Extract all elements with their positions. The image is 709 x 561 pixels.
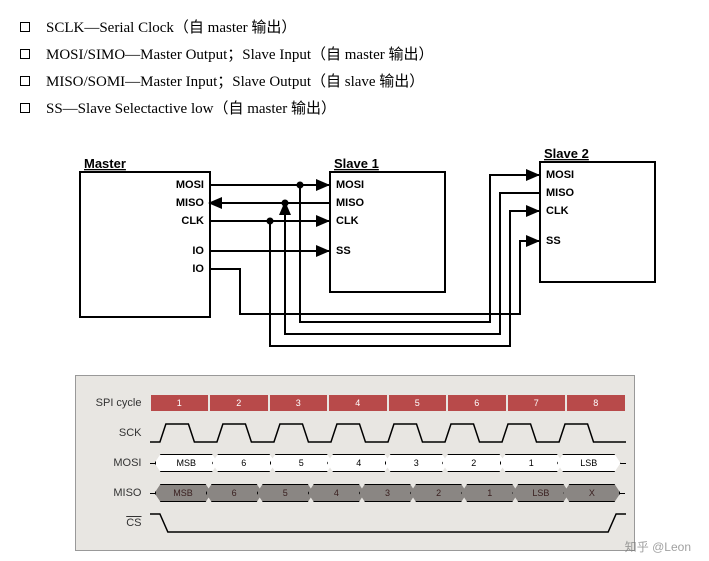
data-cell: 2	[410, 484, 467, 502]
data-cell: 1	[500, 454, 564, 472]
data-cell: 3	[385, 454, 449, 472]
cycle-cell: 5	[389, 395, 447, 411]
bullet-text: MISO/SOMI—Master Input；Slave Output（自 sl…	[46, 70, 424, 91]
timing-row-miso: MISO MSB654321LSBX	[84, 480, 626, 506]
cycle-cell: 3	[270, 395, 328, 411]
svg-text:CLK: CLK	[546, 205, 569, 217]
svg-text:Master: Master	[84, 156, 126, 171]
watermark: 知乎 @Leon	[625, 538, 691, 555]
cycle-cell: 4	[329, 395, 387, 411]
data-cell: 4	[327, 454, 391, 472]
cycle-cell: 2	[210, 395, 268, 411]
cycle-cell: 7	[508, 395, 566, 411]
cycle-cell: 6	[448, 395, 506, 411]
svg-text:MOSI: MOSI	[176, 179, 204, 191]
spi-block-diagram: Master MOSI MISO CLK IO IO Slave 1 MOSI MISO CLK S…	[20, 138, 689, 363]
list-item: SCLK—Serial Clock（自 master 输出）	[20, 16, 689, 37]
block-diagram-svg: Master MOSI MISO CLK IO IO Slave 1 MOSI MISO CLK S…	[20, 138, 680, 358]
timing-row-cs: CS	[84, 510, 626, 536]
sck-lane	[150, 420, 626, 446]
data-cell: LSB	[557, 454, 621, 472]
data-cell: MSB	[155, 454, 219, 472]
spi-timing-diagram: SPI cycle 12345678 SCK MOSI MSB654321LSB…	[75, 375, 635, 551]
bullet-marker-icon	[20, 103, 30, 113]
timing-row-mosi: MOSI MSB654321LSB	[84, 450, 626, 476]
list-item: MOSI/SIMO—Master Output；Slave Input（自 ma…	[20, 43, 689, 64]
bullet-marker-icon	[20, 49, 30, 59]
svg-text:MISO: MISO	[336, 197, 365, 209]
row-label: MISO	[84, 487, 150, 499]
svg-text:CLK: CLK	[336, 215, 359, 227]
row-label: SCK	[84, 427, 150, 439]
svg-text:MISO: MISO	[546, 187, 575, 199]
data-cell: 5	[257, 484, 314, 502]
cycle-cell: 1	[151, 395, 209, 411]
cycle-lane: 12345678	[150, 390, 626, 416]
svg-text:IO: IO	[192, 263, 204, 275]
data-cell: MSB	[155, 484, 212, 502]
data-cell: 2	[442, 454, 506, 472]
data-cell: 6	[212, 454, 276, 472]
bullet-text: SS—Slave Selectactive low（自 master 输出）	[46, 97, 336, 118]
svg-text:MOSI: MOSI	[336, 179, 364, 191]
cs-lane	[150, 510, 626, 536]
svg-text:MISO: MISO	[176, 197, 205, 209]
timing-row-cycle: SPI cycle 12345678	[84, 390, 626, 416]
svg-text:Slave 1: Slave 1	[334, 156, 379, 171]
bullet-marker-icon	[20, 22, 30, 32]
data-cell: LSB	[512, 484, 569, 502]
row-label: MOSI	[84, 457, 150, 469]
data-cell: X	[563, 484, 620, 502]
cycle-cell: 8	[567, 395, 625, 411]
data-cell: 6	[206, 484, 263, 502]
data-cell: 3	[359, 484, 416, 502]
svg-text:SS: SS	[546, 235, 561, 247]
svg-text:SS: SS	[336, 245, 351, 257]
svg-text:Slave 2: Slave 2	[544, 146, 589, 161]
svg-text:CLK: CLK	[181, 215, 204, 227]
list-item: SS—Slave Selectactive low（自 master 输出）	[20, 97, 689, 118]
data-cell: 5	[270, 454, 334, 472]
row-label: SPI cycle	[84, 397, 150, 409]
bullet-text: MOSI/SIMO—Master Output；Slave Input（自 ma…	[46, 43, 433, 64]
cs-waveform	[150, 510, 626, 536]
miso-lane: MSB654321LSBX	[150, 480, 626, 506]
mosi-lane: MSB654321LSB	[150, 450, 626, 476]
list-item: MISO/SOMI—Master Input；Slave Output（自 sl…	[20, 70, 689, 91]
row-label: CS	[84, 517, 150, 529]
data-cell: 1	[461, 484, 518, 502]
bullet-marker-icon	[20, 76, 30, 86]
data-cell: 4	[308, 484, 365, 502]
svg-text:IO: IO	[192, 245, 204, 257]
svg-text:MOSI: MOSI	[546, 169, 574, 181]
sck-waveform	[150, 420, 626, 446]
signal-definitions-list: SCLK—Serial Clock（自 master 输出） MOSI/SIMO…	[20, 16, 689, 118]
timing-row-sck: SCK	[84, 420, 626, 446]
bullet-text: SCLK—Serial Clock（自 master 输出）	[46, 16, 296, 37]
